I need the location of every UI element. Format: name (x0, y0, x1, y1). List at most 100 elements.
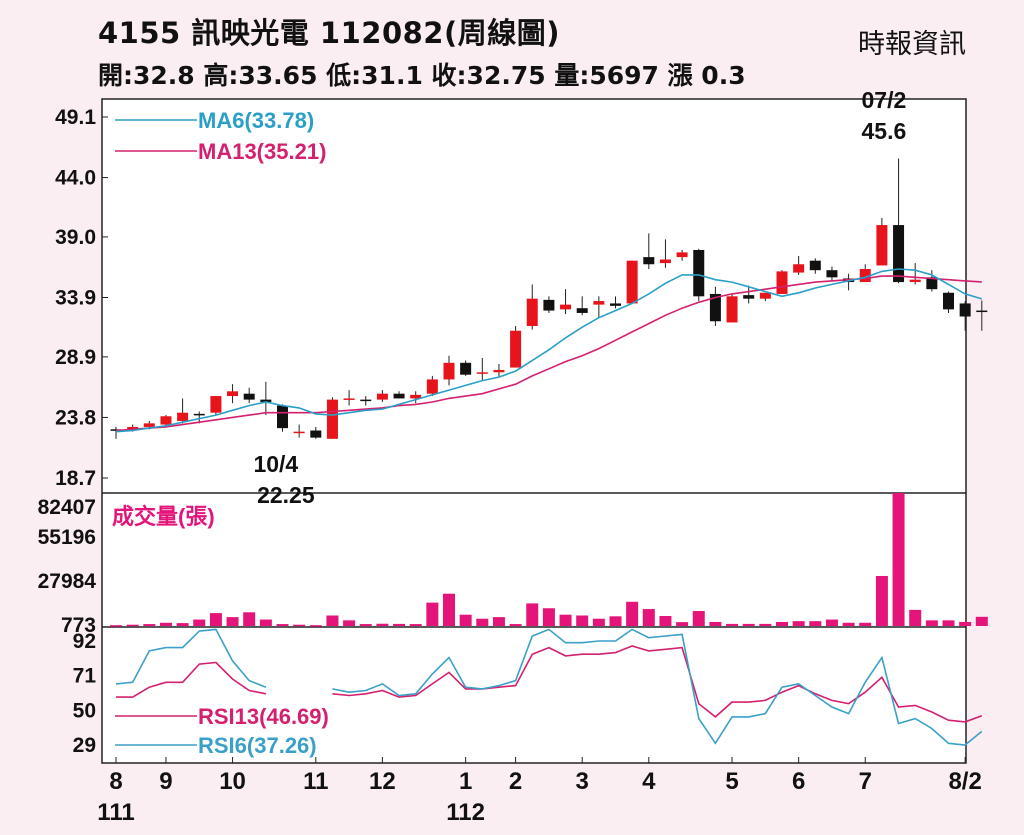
candle-body (410, 394, 422, 399)
candle (243, 387, 255, 404)
x-tick-label: 11 (303, 768, 328, 795)
volume-bar (110, 625, 122, 627)
candle (476, 358, 488, 381)
price-tick-label: 23.8 (55, 406, 96, 429)
candle-body (510, 330, 522, 368)
candle (659, 239, 671, 268)
volume-bar (309, 625, 322, 627)
volume-bar (209, 613, 222, 626)
rsi-tick-label: 71 (73, 665, 97, 688)
candle-body (143, 423, 155, 427)
candle-body (360, 399, 372, 402)
candle (426, 375, 438, 397)
candle (326, 397, 338, 439)
legend: MA6(33.78) MA13(35.21) 成交量(張) RSI13(46.6… (112, 108, 329, 758)
candle (526, 284, 538, 330)
volume-bar (792, 621, 805, 626)
candle (776, 270, 788, 294)
x-tick-label: 12 (369, 768, 396, 795)
candle-body (743, 295, 755, 299)
volume-bar (193, 619, 206, 626)
volume-bar (326, 615, 339, 626)
candle (959, 301, 971, 331)
ma13-line (115, 275, 982, 432)
volume-bar (642, 609, 655, 626)
candle (260, 381, 272, 416)
volume-bar (376, 623, 389, 626)
candle-body (676, 252, 688, 258)
price-tick-label: 28.9 (55, 346, 96, 369)
volume-bar (492, 617, 505, 626)
volume-bar (975, 616, 988, 626)
candle-body (776, 271, 788, 294)
candle (593, 296, 605, 318)
volume-bar (143, 624, 156, 626)
candle (560, 289, 572, 315)
rsi-lines (115, 628, 983, 746)
candle (610, 296, 621, 309)
candle (393, 391, 405, 399)
x-tick-label: 8/2 (948, 768, 981, 795)
x-tick-label: 4 (642, 768, 656, 795)
volume-bar (576, 615, 589, 626)
x-tick-year: 111 (97, 799, 134, 826)
candle (709, 286, 721, 326)
volume-tick-label: 82407 (38, 496, 96, 519)
legend-ma13: MA13(35.21) (198, 139, 326, 164)
candle-body (160, 416, 172, 425)
volume-bar (875, 575, 888, 626)
x-tick-label: 10 (219, 768, 246, 795)
candle-body (859, 269, 871, 283)
x-tick-label: 5 (725, 768, 738, 795)
candle (876, 217, 888, 266)
volume-bar (959, 621, 972, 626)
candle-body (926, 277, 938, 290)
candle (460, 360, 472, 376)
rsi6-line (332, 628, 983, 746)
volume-bar (126, 624, 139, 627)
candle-body (959, 303, 971, 317)
low-annotation-value: 22.25 (257, 482, 315, 508)
volume-bar (559, 614, 572, 626)
volume-bar (459, 614, 472, 626)
candle-body (476, 372, 488, 374)
volume-bar (393, 623, 406, 626)
x-tick-label: 1 (459, 768, 472, 795)
candle (743, 285, 755, 304)
candle (410, 391, 422, 404)
source-label: 時報資訊 (858, 29, 966, 60)
candle-body (759, 292, 771, 299)
candle (676, 250, 688, 261)
volume-tick-label: 55196 (38, 526, 96, 549)
volume-bar (842, 622, 855, 626)
candle (826, 266, 838, 281)
candle-body (443, 362, 455, 380)
candle (177, 398, 189, 424)
candle (576, 296, 588, 316)
x-tick-label: 8 (109, 768, 122, 795)
legend-rsi13: RSI13(46.69) (198, 704, 329, 729)
rsi-tick-label: 29 (73, 734, 96, 757)
chart-frames (101, 98, 967, 764)
candle-body (709, 293, 721, 322)
candle-body (277, 405, 288, 429)
candle (809, 258, 821, 274)
candle (160, 415, 172, 427)
candle (543, 296, 555, 313)
low-annotation-date: 10/4 (253, 451, 298, 477)
candle (376, 390, 388, 402)
candle (643, 233, 655, 269)
volume-bar (343, 620, 356, 626)
volume-bar (426, 602, 439, 626)
candle-body (876, 225, 888, 266)
candle-body (809, 260, 821, 271)
candle (626, 260, 638, 304)
candle-body (376, 393, 388, 400)
candle (759, 292, 771, 302)
candle-body (393, 393, 405, 399)
legend-rsi6: RSI6(37.26) (198, 733, 317, 758)
x-tick-label: 2 (509, 768, 522, 795)
volume-bar (909, 609, 922, 626)
candle (976, 300, 988, 331)
